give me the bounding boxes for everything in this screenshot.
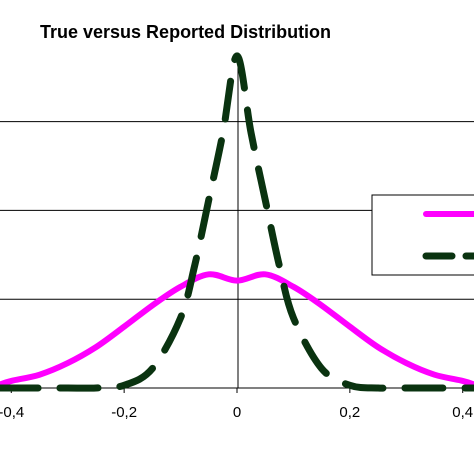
chart-title: True versus Reported Distribution [40, 22, 332, 42]
x-tick-label: 0,2 [339, 404, 360, 421]
x-axis-ticks: -0,4 -0,2 0 0,2 0,4 [0, 388, 473, 421]
x-tick-label: 0,4 [452, 404, 473, 421]
legend [371, 194, 474, 276]
x-tick-label: -0,4 [0, 404, 24, 421]
series-lines [0, 52, 474, 392]
x-tick-label: -0,2 [111, 404, 137, 421]
legend-box [371, 194, 474, 276]
series-line-dashed [0, 52, 474, 392]
x-tick-label: 0 [233, 404, 241, 421]
series-line-solid [0, 271, 474, 388]
